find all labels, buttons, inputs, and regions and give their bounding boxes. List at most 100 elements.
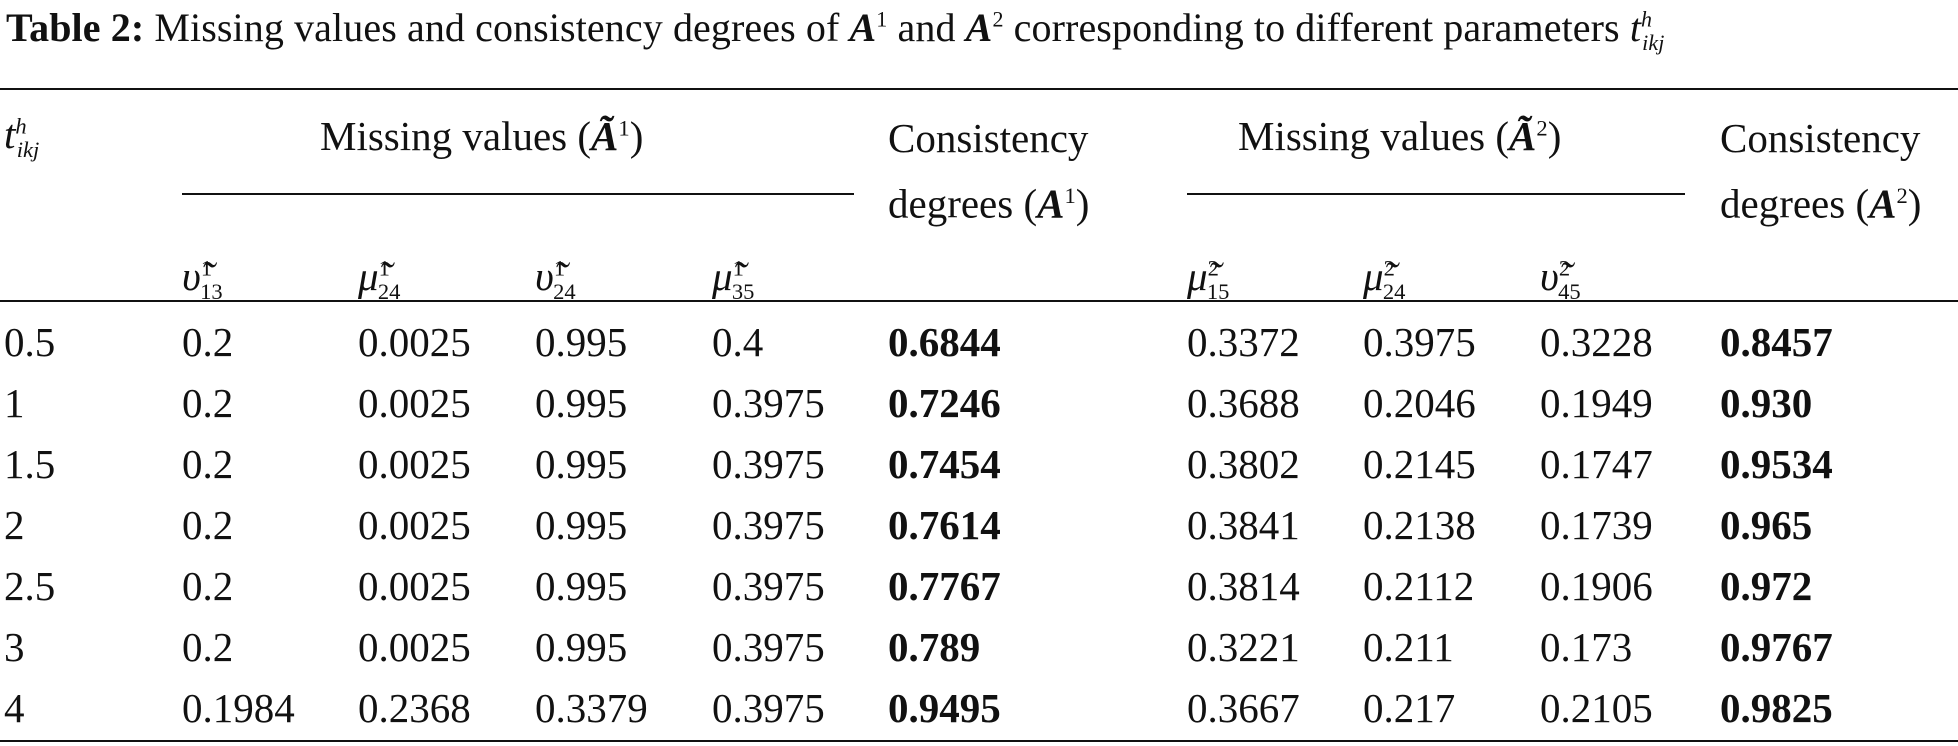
consistency-cell: 0.9825	[1720, 685, 1833, 731]
table-caption: Table 2: Missing values and consistency …	[6, 4, 1664, 56]
caption-t-sub: ikj	[1642, 30, 1665, 55]
param-cell: 1.5	[4, 441, 56, 487]
missing-value-cell: 0.2	[182, 624, 234, 670]
missing-a1-rule	[182, 193, 854, 195]
top-rule	[0, 88, 1958, 90]
consistency-cell: 0.7767	[888, 563, 1001, 609]
subcolumn-header: υ̃124	[535, 253, 576, 305]
missing-value-cell: 0.3975	[712, 563, 825, 609]
consistency-cell: 0.7614	[888, 502, 1001, 548]
header-bottom-rule	[0, 300, 1958, 302]
caption-label: Table 2:	[6, 5, 145, 50]
param-header: thikj	[4, 111, 40, 163]
caption-sup2: 2	[992, 6, 1004, 32]
missing-value-cell: 0.211	[1363, 624, 1454, 670]
missing-value-cell: 0.3802	[1187, 441, 1300, 487]
caption-and: and	[887, 5, 966, 50]
missing-value-cell: 0.3841	[1187, 502, 1300, 548]
missing-value-cell: 0.2	[182, 380, 234, 426]
subcolumn-header: μ̃215	[1187, 253, 1230, 305]
consistency-cell: 0.9534	[1720, 441, 1833, 487]
missing-value-cell: 0.0025	[358, 563, 471, 609]
missing-value-cell: 0.3221	[1187, 624, 1300, 670]
consistency-cell: 0.789	[888, 624, 981, 670]
missing-value-cell: 0.3975	[712, 685, 825, 731]
subcolumn-header: υ̃113	[182, 253, 223, 305]
missing-value-cell: 0.3228	[1540, 319, 1653, 365]
consistency-cell: 0.6844	[888, 319, 1001, 365]
caption-sup1: 1	[876, 6, 888, 32]
caption-matrix-a1: A	[849, 5, 877, 50]
missing-value-cell: 0.0025	[358, 380, 471, 426]
missing-a2-rule	[1187, 193, 1685, 195]
consistency-cell: 0.7246	[888, 380, 1001, 426]
missing-value-cell: 0.1747	[1540, 441, 1653, 487]
missing-value-cell: 0.3814	[1187, 563, 1300, 609]
missing-value-cell: 0.2105	[1540, 685, 1653, 731]
missing-value-cell: 0.2368	[358, 685, 471, 731]
missing-value-cell: 0.3372	[1187, 319, 1300, 365]
missing-values-a2-header: Missing values (Ã2)	[1238, 113, 1562, 159]
caption-t-sup: h	[1641, 6, 1653, 32]
param-cell: 0.5	[4, 319, 56, 365]
missing-value-cell: 0.4	[712, 319, 764, 365]
missing-value-cell: 0.2	[182, 319, 234, 365]
subcolumn-header: μ̃135	[712, 253, 755, 305]
param-cell: 3	[4, 624, 25, 670]
missing-value-cell: 0.995	[535, 563, 628, 609]
missing-value-cell: 0.3667	[1187, 685, 1300, 731]
consistency-a1-header: Consistency degrees (A1)	[888, 115, 1090, 227]
missing-value-cell: 0.2145	[1363, 441, 1476, 487]
missing-value-cell: 0.3975	[712, 624, 825, 670]
consistency-cell: 0.965	[1720, 502, 1813, 548]
missing-value-cell: 0.3975	[712, 441, 825, 487]
missing-value-cell: 0.1739	[1540, 502, 1653, 548]
missing-value-cell: 0.2	[182, 502, 234, 548]
caption-text-b: corresponding to different parameters	[1003, 5, 1630, 50]
missing-value-cell: 0.3688	[1187, 380, 1300, 426]
missing-value-cell: 0.173	[1540, 624, 1633, 670]
missing-value-cell: 0.995	[535, 441, 628, 487]
param-cell: 1	[4, 380, 25, 426]
missing-value-cell: 0.2046	[1363, 380, 1476, 426]
missing-value-cell: 0.0025	[358, 502, 471, 548]
param-cell: 2.5	[4, 563, 56, 609]
missing-value-cell: 0.995	[535, 380, 628, 426]
missing-value-cell: 0.1906	[1540, 563, 1653, 609]
missing-value-cell: 0.2138	[1363, 502, 1476, 548]
subcolumn-header: μ̃224	[1363, 253, 1406, 305]
param-cell: 4	[4, 685, 25, 731]
missing-value-cell: 0.1984	[182, 685, 295, 731]
missing-value-cell: 0.217	[1363, 685, 1456, 731]
missing-value-cell: 0.3975	[712, 380, 825, 426]
missing-value-cell: 0.3975	[1363, 319, 1476, 365]
missing-value-cell: 0.995	[535, 624, 628, 670]
consistency-cell: 0.930	[1720, 380, 1813, 426]
consistency-cell: 0.7454	[888, 441, 1001, 487]
missing-value-cell: 0.995	[535, 502, 628, 548]
caption-matrix-a2: A	[965, 5, 993, 50]
consistency-cell: 0.8457	[1720, 319, 1833, 365]
consistency-a2-header: Consistency degrees (A2)	[1720, 115, 1922, 227]
missing-value-cell: 0.0025	[358, 441, 471, 487]
consistency-cell: 0.9767	[1720, 624, 1833, 670]
bottom-rule	[0, 740, 1958, 742]
missing-values-a1-header: Missing values (Ã1)	[320, 113, 644, 159]
caption-text-a: Missing values and consistency degrees o…	[144, 5, 850, 50]
caption-t: t	[1629, 5, 1642, 50]
subcolumn-header: μ̃124	[358, 253, 401, 305]
consistency-cell: 0.9495	[888, 685, 1001, 731]
subcolumn-header: υ̃245	[1540, 253, 1581, 305]
missing-value-cell: 0.0025	[358, 319, 471, 365]
missing-value-cell: 0.2	[182, 563, 234, 609]
missing-value-cell: 0.3379	[535, 685, 648, 731]
missing-value-cell: 0.2	[182, 441, 234, 487]
consistency-cell: 0.972	[1720, 563, 1813, 609]
missing-value-cell: 0.995	[535, 319, 628, 365]
param-cell: 2	[4, 502, 25, 548]
missing-value-cell: 0.2112	[1363, 563, 1475, 609]
missing-value-cell: 0.3975	[712, 502, 825, 548]
missing-value-cell: 0.0025	[358, 624, 471, 670]
missing-value-cell: 0.1949	[1540, 380, 1653, 426]
